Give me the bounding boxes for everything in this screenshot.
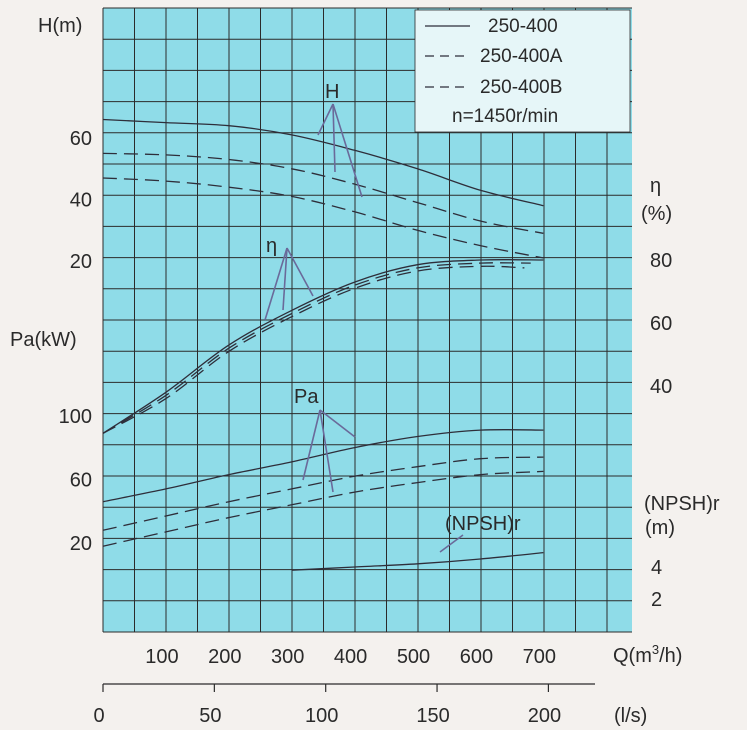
curve-labels: H η Pa (NPSH)r: [266, 81, 521, 535]
flow-axis-title-tail: /h): [659, 645, 682, 667]
flow-axis-title-sup: 3: [652, 642, 659, 657]
npsh-tick-label: 2: [651, 589, 662, 611]
eff-axis-title: η: [650, 175, 661, 197]
axis-labels: H(m) Pa(kW) η (%) (NPSH)r (m) Q(m3/h) (l…: [10, 15, 720, 727]
flow-axis-title: Q(m3/h): [613, 642, 682, 667]
npsh-curve-label: (NPSH)r: [445, 513, 521, 535]
curve-h-250-400b: [102, 177, 544, 259]
flow-tick-label: 200: [208, 646, 241, 668]
flow-tick-label: 600: [460, 646, 493, 668]
legend-box: [414, 9, 631, 133]
lps-tick-label: 150: [416, 705, 449, 727]
curve-eff-250-400b: [102, 265, 525, 434]
curve-pa-250-400b: [102, 470, 544, 547]
flow-tick-label: 700: [523, 646, 556, 668]
head-tick-label: 60: [70, 128, 92, 150]
power-curve-label: Pa: [294, 386, 319, 408]
power-axis-title: Pa(kW): [10, 329, 77, 351]
legend: 250-400 250-400A 250-400B n=1450r/min: [414, 9, 631, 133]
power-tick-label: 60: [70, 469, 92, 491]
head-tick-label: 40: [70, 190, 92, 212]
eff-tick-label: 80: [650, 250, 672, 272]
pointer-line: [319, 409, 356, 438]
eff-curve-label: η: [266, 235, 277, 257]
lps-tick-label: 200: [528, 705, 561, 727]
head-curve-label: H: [325, 81, 339, 103]
eff-tick-label: 40: [650, 376, 672, 398]
pointer-line: [319, 409, 334, 493]
curves: [102, 118, 544, 571]
legend-label-250-400: 250-400: [488, 16, 558, 37]
pointer-line: [302, 409, 321, 481]
power-tick-label: 20: [70, 533, 92, 555]
pointer-line: [282, 247, 288, 311]
head-axis-title: H(m): [38, 15, 82, 37]
eff-axis-unit: (%): [641, 203, 672, 225]
lps-tick-label: 100: [305, 705, 338, 727]
lps-axis-title: (l/s): [614, 705, 647, 727]
curve-pa-250-400: [102, 429, 544, 503]
power-tick-label: 100: [59, 406, 92, 428]
curve-eff-250-400a: [102, 262, 531, 434]
pointer-line: [317, 103, 334, 136]
curve-npsh-250-400: [291, 551, 544, 571]
pointer-line: [264, 247, 288, 321]
curve-eff-250-400: [102, 258, 544, 434]
flow-tick-label: 300: [271, 646, 304, 668]
lps-tick-label: 50: [199, 705, 221, 727]
lps-axis: 0 50 100 150 200: [93, 683, 595, 727]
curve-h-250-400a: [102, 152, 544, 234]
npsh-tick-label: 4: [651, 557, 662, 579]
curve-pa-250-400a: [102, 456, 544, 531]
eff-tick-label: 60: [650, 313, 672, 335]
head-tick-label: 20: [70, 251, 92, 273]
tick-labels: 20 40 60 20 60 100 40 60 80 2 4 100 200 300 400 500 600 7…: [59, 128, 673, 668]
npsh-axis-unit: (m): [645, 517, 675, 539]
npsh-axis-title: (NPSH)r: [644, 493, 720, 515]
lps-tick-label: 0: [93, 705, 104, 727]
pointer-line: [332, 103, 336, 173]
speed-annotation: n=1450r/min: [452, 106, 558, 127]
pointer-line: [439, 534, 464, 553]
flow-tick-label: 100: [145, 646, 178, 668]
legend-label-250-400b: 250-400B: [480, 77, 562, 98]
pointer-line: [332, 103, 363, 198]
legend-label-250-400a: 250-400A: [480, 46, 563, 67]
flow-tick-label: 400: [334, 646, 367, 668]
flow-tick-label: 500: [397, 646, 430, 668]
flow-axis-title-main: Q(m: [613, 645, 652, 667]
curve-pointers: [264, 103, 464, 553]
pointer-line: [286, 247, 314, 297]
